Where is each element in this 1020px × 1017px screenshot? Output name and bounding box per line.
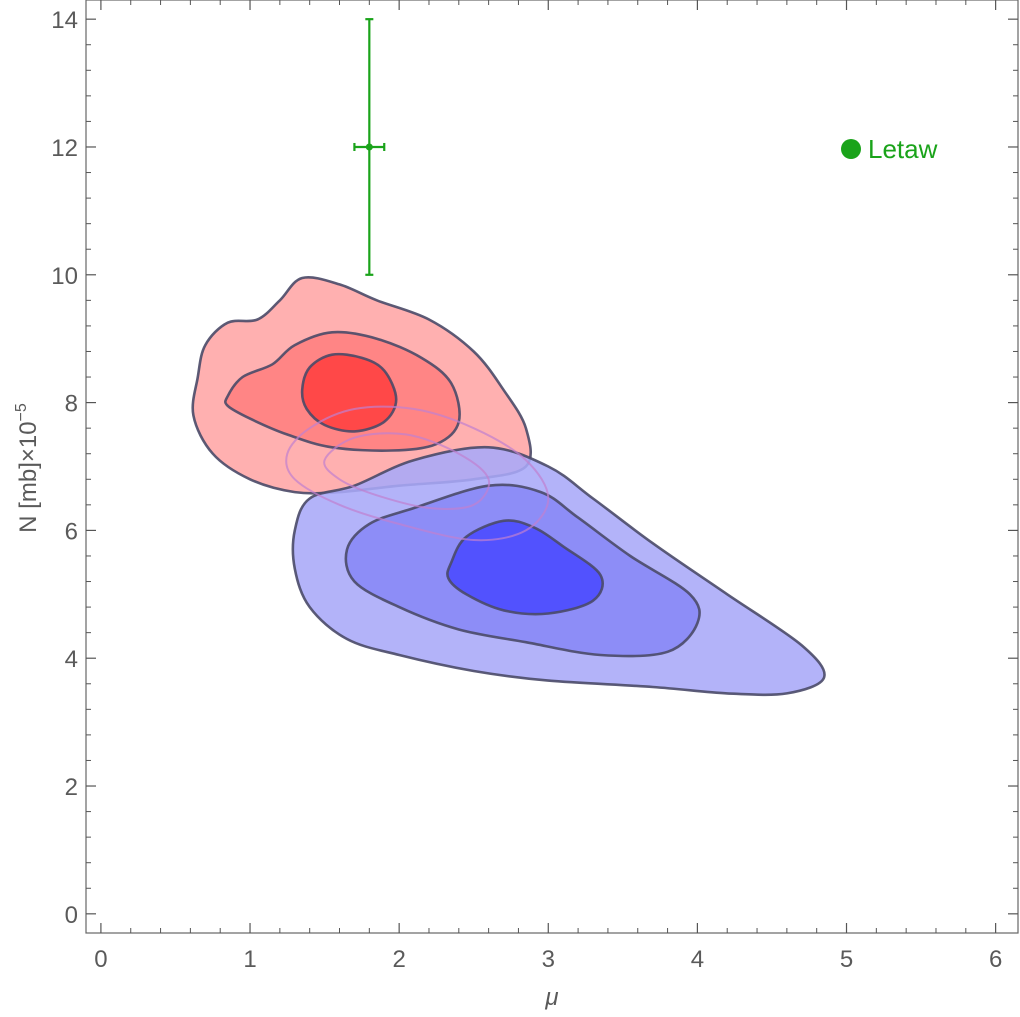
x-tick-label: 1 [243,946,256,973]
faint-contour-outer [285,405,550,542]
legend: Letaw [841,134,938,164]
svg-text:N [mb]×10−5: N [mb]×10−5 [13,403,42,533]
faint-contour-inner [323,432,491,510]
letaw-errorbar-layer [353,18,386,276]
y-tick-label: 2 [65,774,78,801]
y-tick-label: 8 [65,391,78,418]
y-axis-label: N [mb]×10−5 [13,403,42,533]
y-tick-label: 10 [51,263,78,290]
x-tick-label: 0 [94,946,107,973]
y-tick-label: 4 [65,646,78,673]
x-tick-label: 6 [989,946,1002,973]
x-tick-label: 3 [542,946,555,973]
letaw-point [365,143,373,151]
x-tick-label: 5 [840,946,853,973]
legend-letaw-label: Letaw [868,134,938,164]
y-tick-label: 6 [65,518,78,545]
blue-contour-inner [446,519,604,616]
legend-letaw-marker [841,139,861,159]
contour-layer [191,276,826,697]
y-tick-label: 14 [51,7,78,34]
x-tick-label: 4 [691,946,704,973]
y-tick-label: 0 [65,902,78,929]
y-axis-label-main: N [mb]×10 [15,421,42,532]
x-axis-label: μ [544,984,558,1011]
y-tick-label: 12 [51,135,78,162]
red-contour-inner [300,352,398,433]
x-tick-label: 2 [392,946,405,973]
y-axis-label-exponent: −5 [13,403,30,421]
